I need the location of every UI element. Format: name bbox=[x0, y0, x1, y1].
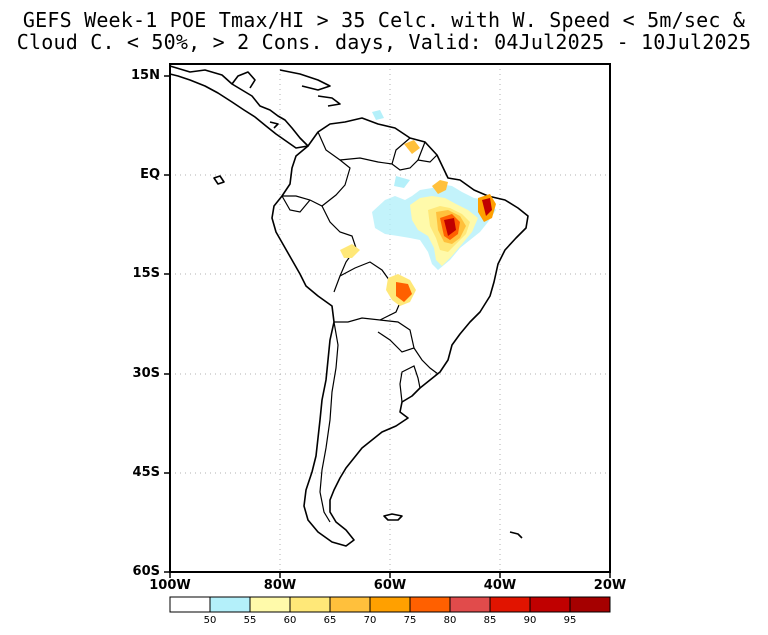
lon-label-20w: 20W bbox=[593, 578, 627, 593]
map-title-line-2: Cloud C. < 50%, > 2 Cons. days, Valid: 0… bbox=[16, 30, 752, 54]
colorbar-label: 95 bbox=[563, 615, 577, 626]
lat-label-30s: 30S bbox=[132, 366, 160, 381]
lon-label-40w: 40W bbox=[483, 578, 517, 593]
colorbar-label: 55 bbox=[243, 615, 257, 626]
colorbar-swatch-10 bbox=[529, 596, 571, 613]
lon-label-100w: 100W bbox=[149, 578, 191, 593]
colorbar-label: 50 bbox=[203, 615, 217, 626]
colorbar-swatch-8 bbox=[449, 596, 491, 613]
colorbar-swatch-2 bbox=[209, 596, 251, 613]
colorbar-label: 90 bbox=[523, 615, 537, 626]
lat-label-15n: 15N bbox=[131, 68, 160, 83]
colorbar-swatch-4 bbox=[289, 596, 331, 613]
colorbar-label: 80 bbox=[443, 615, 457, 626]
colorbar bbox=[169, 596, 611, 613]
tick-marks bbox=[164, 75, 611, 578]
colorbar-swatch-6 bbox=[369, 596, 411, 613]
colorbar-swatch-7 bbox=[409, 596, 451, 613]
colorbar-label: 75 bbox=[403, 615, 417, 626]
map-title-line-1: GEFS Week-1 POE Tmax/HI > 35 Celc. with … bbox=[22, 8, 746, 32]
lon-label-60w: 60W bbox=[373, 578, 407, 593]
lon-label-80w: 80W bbox=[263, 578, 297, 593]
map-frame bbox=[169, 63, 611, 573]
colorbar-swatch-9 bbox=[489, 596, 531, 613]
coastlines bbox=[169, 65, 529, 547]
country-borders bbox=[281, 131, 439, 523]
colorbar-swatch-11 bbox=[569, 596, 611, 613]
lat-label-45s: 45S bbox=[132, 465, 160, 480]
colorbar-label: 65 bbox=[323, 615, 337, 626]
colorbar-swatch-1 bbox=[169, 596, 211, 613]
poe-shading bbox=[340, 110, 496, 306]
colorbar-swatch-5 bbox=[329, 596, 371, 613]
lat-label-15s: 15S bbox=[132, 266, 160, 281]
colorbar-label: 85 bbox=[483, 615, 497, 626]
colorbar-label: 70 bbox=[363, 615, 377, 626]
colorbar-label: 60 bbox=[283, 615, 297, 626]
gridlines bbox=[170, 64, 610, 572]
lat-label-eq: EQ bbox=[140, 167, 160, 182]
lat-label-60s: 60S bbox=[132, 564, 160, 579]
colorbar-swatch-3 bbox=[249, 596, 291, 613]
